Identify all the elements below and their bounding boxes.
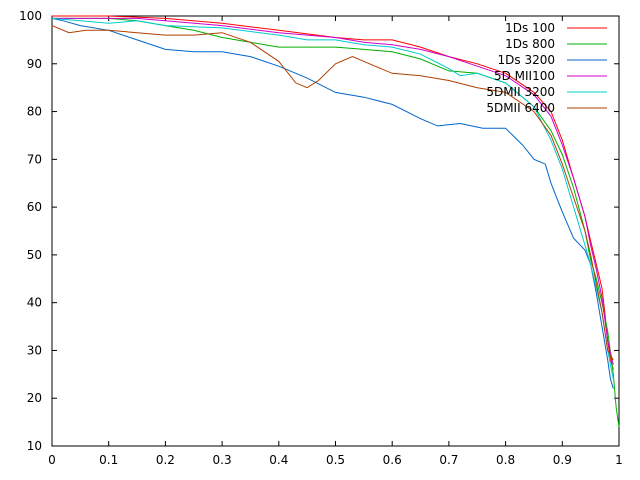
x-tick-label: 0.6 (383, 453, 402, 467)
legend-label: 1Ds 3200 (498, 53, 555, 67)
x-tick-label: 0.7 (439, 453, 458, 467)
x-tick-label: 0 (48, 453, 56, 467)
legend-label: 5D MII100 (494, 69, 555, 83)
legend-label: 5DMII 6400 (486, 101, 555, 115)
legend-label: 1Ds 100 (505, 21, 555, 35)
series-line-1 (52, 15, 614, 370)
y-tick-label: 50 (27, 248, 42, 262)
x-tick-label: 0.4 (269, 453, 288, 467)
x-tick-label: 1 (615, 453, 623, 467)
series-layer (51, 15, 620, 427)
y-tick-label: 100 (19, 9, 42, 23)
y-tick-label: 70 (27, 152, 42, 166)
x-tick-label: 0.8 (496, 453, 515, 467)
series-line-2 (52, 17, 620, 427)
y-tick-label: 20 (27, 391, 42, 405)
y-tick-label: 80 (27, 105, 42, 119)
legend: 1Ds 100 1Ds 800 1Ds 3200 5D MII100 5DMII 320… (486, 21, 607, 115)
series-line-6 (51, 25, 614, 361)
x-tick-label: 0.1 (99, 453, 118, 467)
y-tick-label: 90 (27, 57, 42, 71)
legend-label: 1Ds 800 (505, 37, 555, 51)
x-tick-label: 0.5 (326, 453, 345, 467)
x-tick-label: 0.3 (213, 453, 232, 467)
series-line-4 (52, 17, 614, 365)
y-tick-label: 40 (27, 296, 42, 310)
x-tick-label: 0.2 (156, 453, 175, 467)
y-tick-label: 10 (27, 439, 42, 453)
y-tick-label: 30 (27, 343, 42, 357)
legend-label: 5DMII 3200 (486, 85, 555, 99)
x-tick-label: 0.9 (553, 453, 572, 467)
ticks-layer: 0 0.1 0.2 0.3 0.4 0.5 0.6 0.7 0.8 0.9 1 10 20 30 40 50 6… (19, 9, 623, 467)
series-line-5 (51, 17, 614, 380)
y-tick-label: 60 (27, 200, 42, 214)
